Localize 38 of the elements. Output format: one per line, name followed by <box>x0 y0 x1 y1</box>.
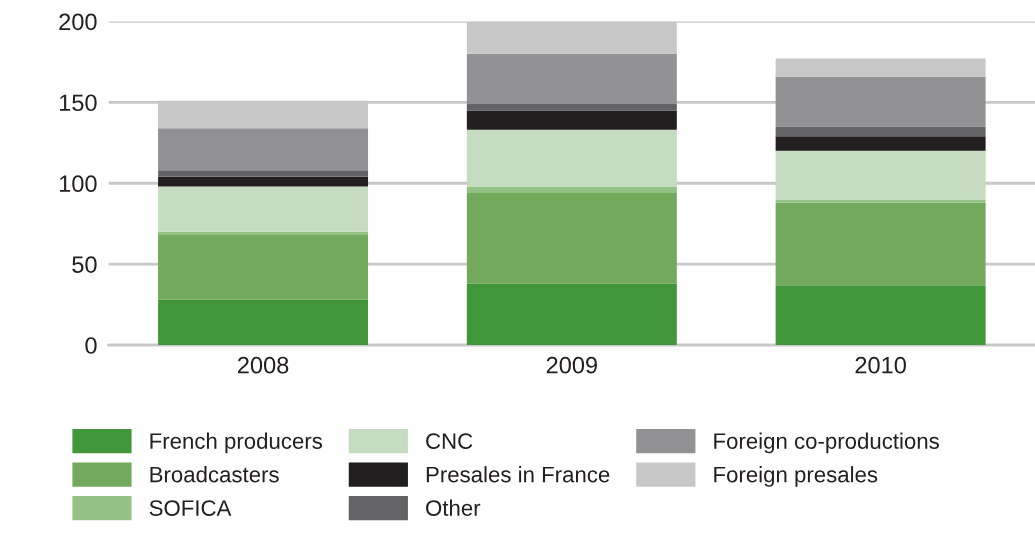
bar <box>158 231 369 236</box>
bar <box>466 53 677 104</box>
bar <box>158 128 369 171</box>
bar <box>466 192 677 284</box>
bar <box>466 186 677 193</box>
legend-label: Other <box>426 499 481 516</box>
bar <box>775 76 986 127</box>
legend-label: French producers <box>150 432 322 454</box>
bar <box>158 235 369 300</box>
legend-label: Foreign presales <box>714 466 878 487</box>
legend-label: Broadcasters <box>150 466 279 483</box>
y-tick-label: 150 <box>59 94 97 112</box>
bar <box>158 170 369 177</box>
legend-label: Foreign co-productions <box>714 432 939 454</box>
legend-label: CNC <box>426 433 473 449</box>
bar <box>466 283 677 346</box>
legend-label: Presales in France <box>426 466 610 483</box>
bar <box>775 126 986 137</box>
x-tick-label: 2009 <box>546 356 597 374</box>
y-tick-label: 200 <box>59 13 97 31</box>
bar <box>158 176 369 187</box>
bar <box>466 110 677 130</box>
bar <box>775 202 986 286</box>
bar <box>775 199 986 203</box>
legend-label: SOFICA <box>149 500 232 516</box>
bar <box>775 58 986 77</box>
y-tick-label: 50 <box>72 256 97 273</box>
bar <box>775 136 986 151</box>
x-tick-label: 2010 <box>855 356 906 374</box>
bar <box>158 299 369 346</box>
y-tick-label: 100 <box>59 175 97 193</box>
y-tick-label: 0 <box>85 337 97 354</box>
bar <box>466 103 677 111</box>
bar <box>775 150 986 200</box>
bar <box>775 285 986 346</box>
x-tick-label: 2008 <box>237 356 289 374</box>
bar <box>466 129 677 187</box>
bar <box>158 186 369 232</box>
